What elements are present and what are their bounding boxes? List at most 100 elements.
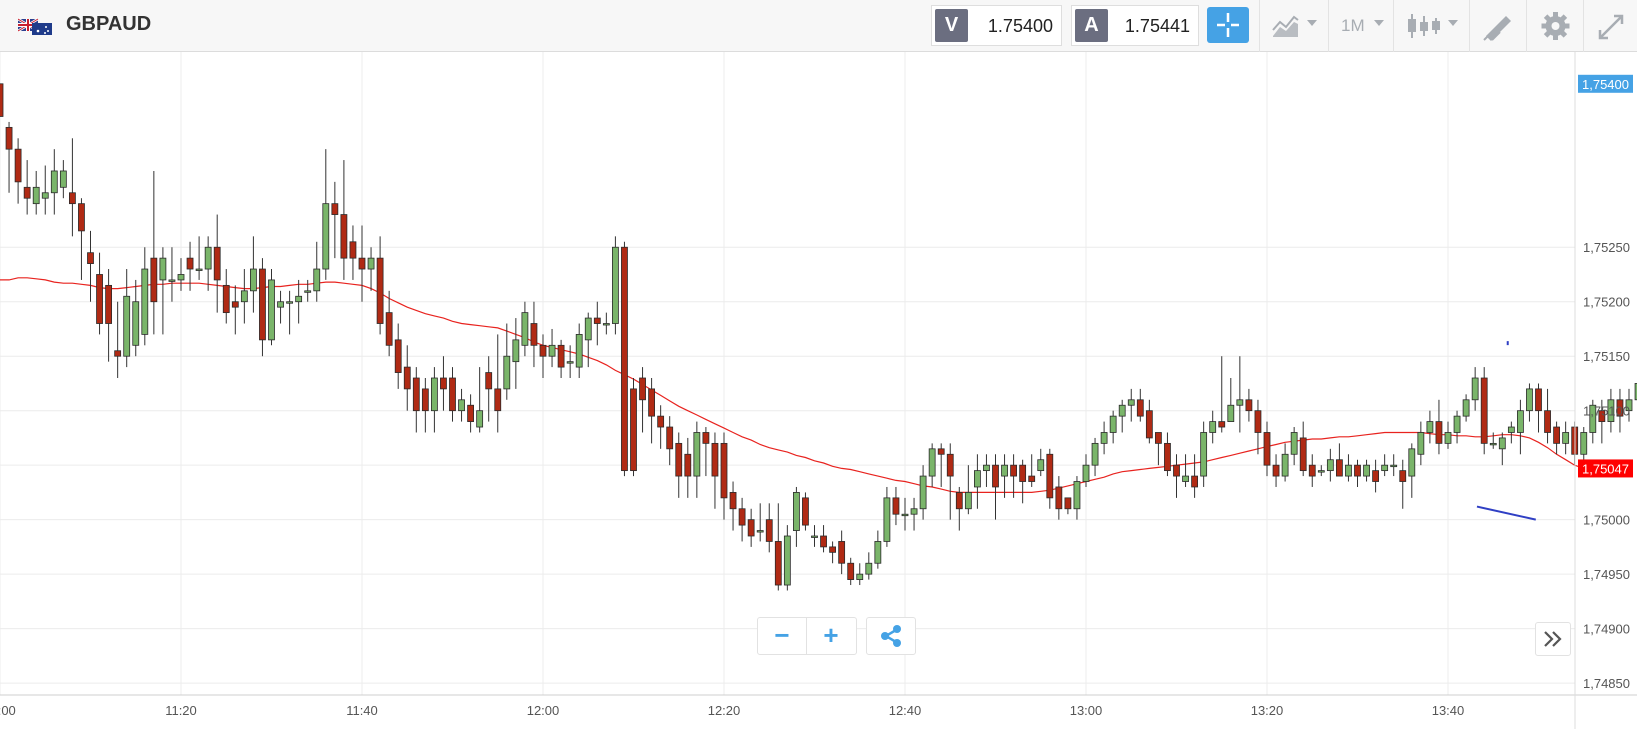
x-tick-label: 13:00: [1070, 703, 1103, 718]
zoom-in-button[interactable]: +: [823, 620, 839, 650]
user-drawings[interactable]: [1476, 341, 1537, 521]
candle-bullish: [1417, 432, 1425, 455]
candle-bullish: [901, 513, 909, 517]
candle-bearish: [1299, 437, 1307, 472]
candle-bearish: [69, 192, 76, 205]
candle-bearish: [186, 257, 194, 270]
sell-quote[interactable]: V 1.75400: [931, 5, 1062, 46]
candle-bearish: [720, 442, 728, 499]
y-tick-label: 1,74900: [1583, 622, 1630, 637]
chart-axes: 1,752501,752001,751501,751001,750501,750…: [0, 52, 1637, 729]
scroll-to-latest-button[interactable]: [1535, 622, 1571, 656]
candle-bearish: [1435, 421, 1443, 444]
price-label-text: 1,75400: [1582, 77, 1629, 92]
candle-bearish: [838, 541, 846, 564]
candle-bearish: [222, 284, 230, 314]
candle-bearish: [621, 246, 628, 472]
candle-bearish: [829, 546, 836, 553]
candle-bearish: [774, 541, 782, 586]
candle-bullish: [1634, 383, 1637, 401]
candle-bullish: [928, 448, 936, 477]
x-tick-label: 12:40: [889, 703, 922, 718]
candle-bullish: [512, 339, 520, 363]
candle-bearish: [702, 432, 710, 444]
candle-bearish: [340, 214, 348, 259]
price-chart[interactable]: 1,752501,752001,751501,751001,750501,750…: [0, 52, 1637, 729]
candle-bullish: [430, 377, 438, 412]
sell-label[interactable]: V: [935, 9, 968, 42]
candle-bullish: [1426, 421, 1434, 433]
candle-bullish: [240, 290, 248, 303]
share-button[interactable]: [866, 617, 916, 655]
candle-bullish: [132, 301, 140, 346]
candle-bullish: [50, 170, 58, 194]
x-tick-label: 12:20: [708, 703, 741, 718]
candle-bearish: [675, 442, 683, 477]
x-tick-label: 13:40: [1432, 703, 1465, 718]
price-label-box: [1578, 459, 1633, 478]
sell-price: 1.75400: [987, 16, 1053, 36]
candle-bearish: [802, 497, 809, 526]
share-icon: [881, 625, 901, 647]
candle-bearish: [403, 366, 411, 390]
x-tick-label: 13:20: [1251, 703, 1284, 718]
candle-bearish: [1191, 475, 1198, 488]
candle-bearish: [358, 257, 366, 270]
fullscreen-button[interactable]: [1583, 0, 1637, 52]
candle-bearish: [684, 453, 692, 477]
candle-bullish: [756, 530, 764, 533]
candle-bearish: [213, 246, 221, 281]
candle-bearish: [78, 203, 85, 232]
zoom-controls: − +: [757, 617, 857, 655]
x-tick-label: 11:40: [346, 703, 378, 718]
candle-bearish: [1173, 464, 1180, 477]
candle-type-dropdown[interactable]: [1393, 0, 1469, 52]
candle-bearish: [648, 388, 655, 417]
candle-bullish: [1526, 388, 1533, 412]
candle-bullish: [313, 268, 321, 292]
candle-bearish: [992, 464, 999, 488]
candle-bearish: [467, 404, 475, 422]
area-chart-icon: [1272, 15, 1299, 37]
chart-type-dropdown[interactable]: [1259, 0, 1328, 52]
candle-bearish: [1372, 470, 1379, 482]
candle-bullish: [304, 290, 312, 293]
candle-bullish: [1001, 464, 1008, 477]
x-tick-label: 11:00: [0, 703, 16, 718]
candle-bearish: [1136, 399, 1144, 417]
candle-bearish: [1145, 410, 1153, 439]
timeframe-dropdown[interactable]: 1M: [1328, 0, 1393, 52]
candle-bearish: [639, 377, 646, 401]
candle-bullish: [286, 301, 294, 304]
candle-bullish: [1118, 404, 1126, 417]
candle-bearish: [449, 377, 456, 412]
candle-bearish: [421, 388, 429, 412]
candle-bullish: [1100, 432, 1108, 444]
buy-quote[interactable]: A 1.75441: [1071, 5, 1199, 46]
candle-bearish: [593, 317, 601, 324]
candle-bullish: [1290, 432, 1298, 455]
candle-bullish: [159, 257, 167, 281]
candle-bearish: [412, 377, 420, 412]
candle-bullish: [1562, 432, 1570, 444]
candle-bullish: [1381, 464, 1389, 472]
candle-bullish: [1281, 453, 1289, 477]
crosshair-button[interactable]: [1207, 7, 1249, 43]
buy-label[interactable]: A: [1075, 9, 1108, 42]
candle-bullish: [1082, 464, 1090, 482]
settings-button[interactable]: [1526, 0, 1583, 52]
candle-bearish: [729, 492, 737, 510]
candle-bullish: [883, 497, 891, 542]
candle-bullish: [983, 464, 990, 472]
candle-bearish: [1544, 410, 1551, 433]
candle-bullish: [249, 268, 257, 292]
zoom-out-button[interactable]: −: [758, 618, 807, 654]
draw-tools-button[interactable]: [1469, 0, 1526, 52]
candle-bearish: [1272, 464, 1280, 477]
candle-bearish: [0, 83, 4, 117]
candle-bullish: [1127, 399, 1135, 406]
candle-bullish: [367, 257, 375, 270]
candle-bullish: [1326, 459, 1334, 472]
candle-bullish: [277, 301, 284, 308]
price-label-text: 1,75047: [1582, 461, 1629, 476]
